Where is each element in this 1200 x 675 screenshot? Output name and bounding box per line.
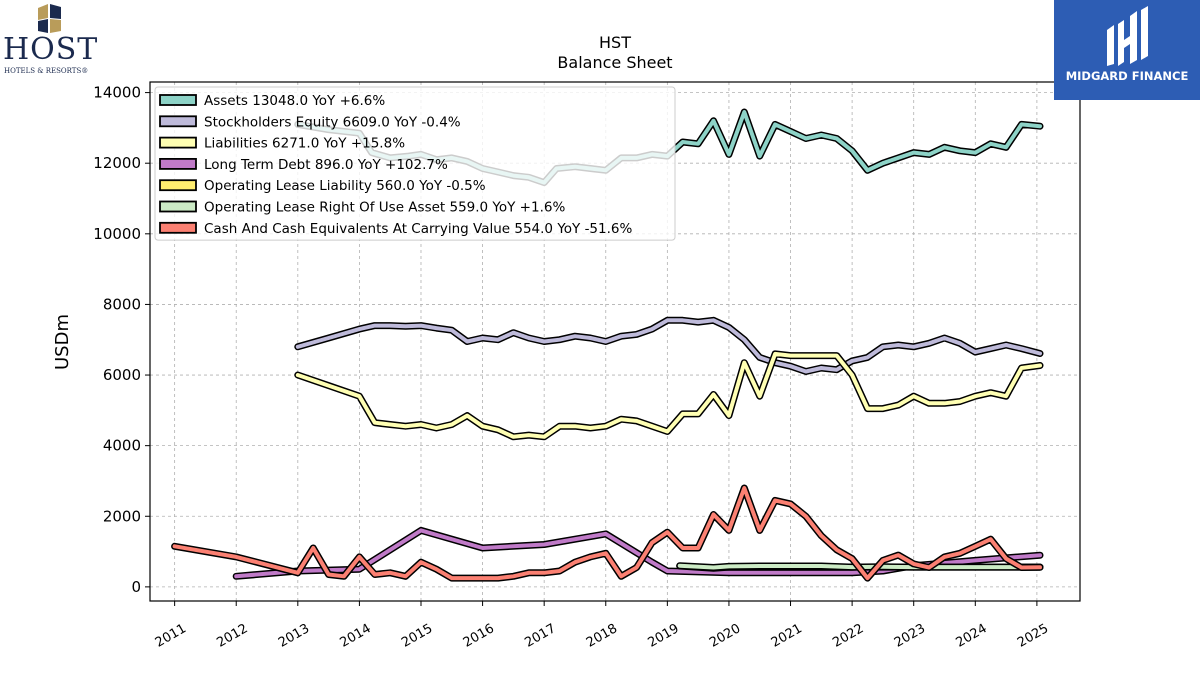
series-operating-lease-right-of-use-asset — [676, 562, 1044, 571]
legend-swatch — [159, 94, 197, 106]
midgard-watermark: MIDGARD FINANCE — [1054, 0, 1200, 100]
host-logo: HOST HOTELS & RESORTS® — [3, 3, 103, 75]
x-tick-label: 2015 — [399, 621, 435, 651]
series-line — [677, 563, 1042, 570]
x-tick-label: 2023 — [892, 621, 928, 651]
legend-box — [154, 86, 676, 241]
x-tick-label: 2011 — [153, 621, 189, 651]
y-tick-label: 6000 — [103, 366, 141, 384]
plot-frame — [149, 81, 1081, 602]
legend-swatch — [159, 179, 197, 192]
x-tick-label: 2018 — [584, 621, 620, 651]
x-tick-label: 2021 — [769, 621, 805, 651]
legend-label: Stockholders Equity 6609.0 YoY -0.4% — [204, 114, 461, 130]
legend-swatch — [159, 221, 197, 234]
y-tick-label: 10000 — [93, 225, 141, 243]
chart-subtitle: Balance Sheet — [557, 53, 672, 72]
chart-title: HST — [599, 33, 631, 52]
x-tick-label: 2013 — [276, 621, 312, 651]
legend: Assets 13048.0 YoY +6.6% Stockholders Equ… — [154, 86, 676, 241]
series-line — [172, 486, 1042, 581]
host-wordmark: HOST — [3, 32, 99, 67]
x-tick-label: 2025 — [1015, 621, 1051, 651]
x-tick-label: 2024 — [953, 621, 989, 651]
series-stockholders-equity — [294, 316, 1044, 375]
host-logo-mark — [38, 4, 61, 33]
y-axis-label: USDm — [52, 314, 73, 370]
x-tick-label: 2020 — [707, 621, 743, 651]
legend-swatch — [159, 136, 197, 149]
legend-label: Operating Lease Liability 560.0 YoY -0.5… — [204, 178, 486, 194]
y-tick-label: 0 — [131, 578, 141, 596]
y-tick-label: 4000 — [103, 437, 141, 455]
x-tick-label: 2016 — [461, 621, 497, 651]
x-tick-label: 2012 — [214, 621, 250, 651]
series-line — [295, 351, 1042, 439]
legend-swatch — [159, 157, 197, 170]
legend-swatch — [159, 200, 197, 213]
series-cash-and-cash-equivalents-at-carrying-value — [171, 484, 1044, 582]
legend-swatch — [159, 115, 197, 128]
legend-label: Assets 13048.0 YoY +6.6% — [204, 93, 385, 109]
legend-label: Operating Lease Right Of Use Asset 559.0… — [204, 200, 565, 216]
y-tick-label: 12000 — [93, 154, 141, 172]
y-tick-label: 2000 — [103, 507, 141, 525]
x-tick-label: 2022 — [830, 621, 866, 651]
midgard-label: MIDGARD FINANCE — [1065, 69, 1189, 83]
midgard-logo-icon — [1107, 6, 1148, 66]
x-tick-label: 2017 — [522, 621, 558, 651]
series-liabilities — [294, 350, 1044, 441]
y-tick-label: 8000 — [103, 295, 141, 313]
x-tick-label: 2014 — [338, 621, 374, 651]
x-tick-label: 2019 — [646, 621, 682, 651]
series-lines — [171, 108, 1044, 582]
legend-label: Cash And Cash Equivalents At Carrying Va… — [204, 221, 632, 237]
series-line — [295, 318, 1042, 374]
legend-label: Long Term Debt 896.0 YoY +102.7% — [204, 157, 448, 173]
y-tick-label: 14000 — [93, 84, 141, 102]
host-tagline: HOTELS & RESORTS® — [4, 67, 89, 75]
legend-label: Liabilities 6271.0 YoY +15.8% — [204, 136, 405, 152]
